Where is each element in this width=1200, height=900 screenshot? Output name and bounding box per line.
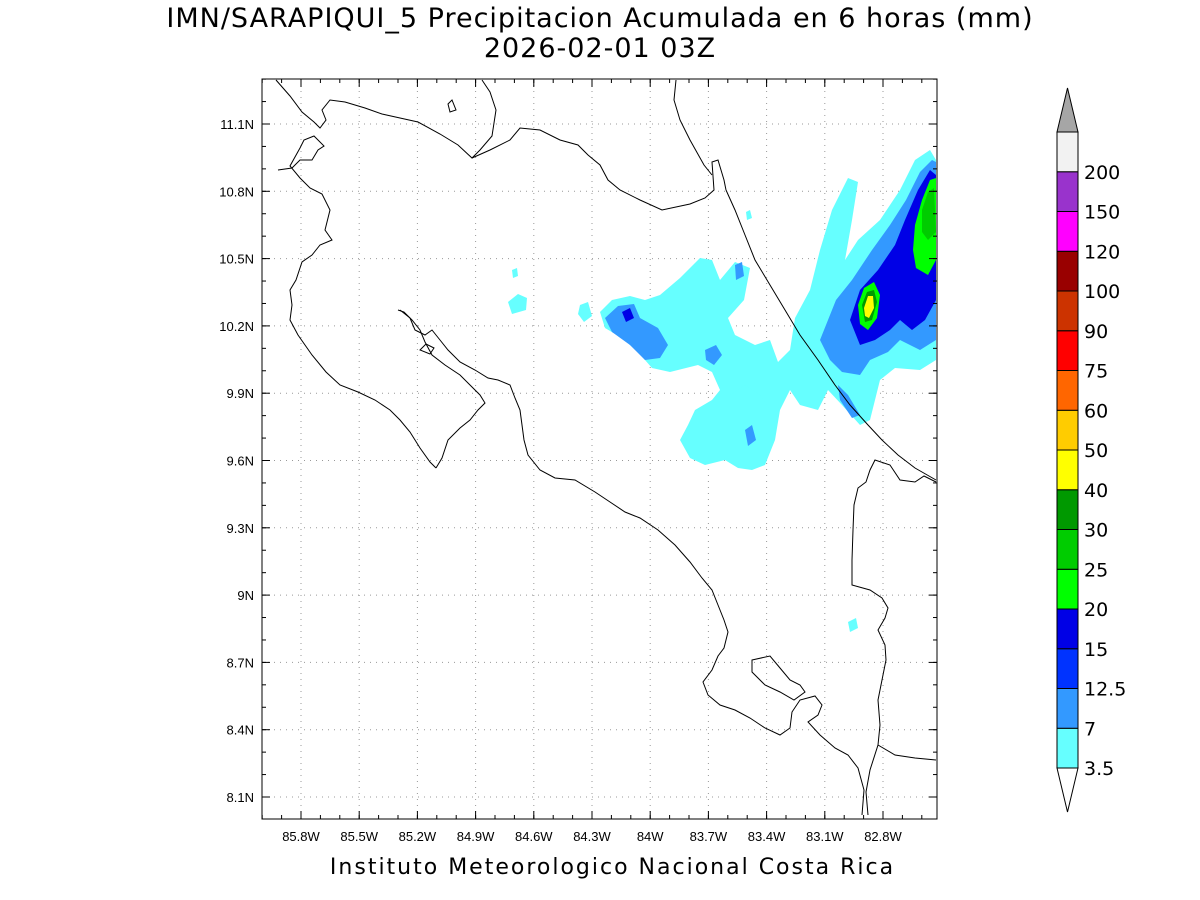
latitude-tick-label: 9.6N [227, 454, 254, 469]
longitude-tick-label: 85.8W [282, 829, 320, 844]
legend-level-label: 60 [1084, 400, 1108, 422]
caribbean-coast [725, 189, 937, 481]
latitude-tick-label: 11.1N [220, 117, 254, 132]
legend-level-label: 150 [1084, 202, 1120, 224]
precip-blue-mid [705, 345, 722, 365]
legend-color-swatch [1056, 211, 1079, 252]
longitude-tick-label: 85.2W [399, 829, 437, 844]
precip-cyan-isolated-1 [508, 294, 527, 314]
legend-color-swatch [1056, 290, 1079, 332]
legend-color-swatch [1056, 608, 1079, 650]
pacific-coast-guanacaste [277, 135, 437, 469]
graticule-grid [262, 79, 937, 819]
latitude-tick-label: 8.4N [227, 723, 254, 738]
latitude-tick-label: 10.8N [219, 184, 254, 199]
legend-color-swatch [1056, 370, 1079, 411]
precip-darkblue-small [622, 308, 634, 322]
legend-color-swatch [1056, 131, 1079, 173]
precip-cyan-south [730, 385, 770, 445]
precip-blue-small-2 [745, 425, 756, 446]
precip-cyan-isolated-5 [746, 210, 752, 220]
latitude-tick-label: 9.9N [227, 386, 254, 401]
precip-darkgreen-north [922, 188, 936, 240]
precip-yellow-core [864, 296, 874, 318]
longitude-tick-label: 83.1W [806, 829, 844, 844]
coastlines-borders [275, 79, 937, 816]
legend-level-label: 15 [1084, 639, 1108, 661]
legend-level-label: 20 [1084, 599, 1108, 621]
latitude-tick-label: 10.5N [219, 252, 254, 267]
legend-under-arrow [1056, 767, 1079, 813]
map-title: IMN/SARAPIQUI_5 Precipitacion Acumulada … [166, 3, 1034, 34]
legend-color-swatch [1056, 330, 1079, 371]
latitude-tick-label: 8.1N [227, 790, 254, 805]
pacific-coast-central [399, 309, 865, 816]
nicaragua-east-coast [673, 79, 713, 176]
longitude-tick-label: 82.8W [864, 829, 902, 844]
legend-level-label: 7 [1084, 718, 1096, 740]
map-subtitle: 2026-02-01 03Z [483, 33, 717, 64]
legend-level-label: 3.5 [1084, 758, 1114, 780]
longitude-tick-label: 84.3W [573, 829, 611, 844]
latitude-tick-label: 10.2N [219, 319, 254, 334]
latitude-tick-labels: 11.1N 10.8N 10.5N 10.2N 9.9N 9.6N 9.3N 9N 8.7N 8.… [219, 117, 254, 805]
legend-color-swatch [1056, 171, 1079, 212]
legend-over-arrow [1056, 87, 1079, 133]
precip-cyan-isolated-4 [848, 618, 858, 632]
island-lake [447, 99, 457, 113]
legend-level-label: 90 [1084, 321, 1108, 343]
latitude-tick-label: 9N [237, 588, 254, 603]
legend-level-label: 120 [1084, 241, 1120, 263]
legend-level-label: 100 [1084, 281, 1120, 303]
legend-color-swatch [1056, 688, 1079, 729]
precip-cyan-isolated-3 [578, 302, 592, 322]
precip-cyan-main [600, 150, 936, 470]
longitude-tick-label: 84W [637, 829, 664, 844]
legend-level-label: 12.5 [1084, 679, 1126, 701]
precip-blue-west [605, 304, 668, 360]
legend-level-label: 75 [1084, 361, 1108, 383]
latitude-tick-label: 8.7N [227, 655, 254, 670]
color-legend: 3.5 7 12.5 15 20 25 30 40 50 60 75 90 100 120 150 200 [1056, 87, 1126, 813]
legend-level-label: 30 [1084, 520, 1108, 542]
nicoya-gulf-island [419, 343, 435, 355]
legend-color-swatch [1056, 529, 1079, 570]
panama-border [851, 459, 937, 816]
legend-level-label: 50 [1084, 440, 1108, 462]
panama-pacific-coast [877, 744, 937, 761]
legend-level-label: 200 [1084, 162, 1120, 184]
precip-blue-small-1 [735, 262, 744, 280]
legend-level-label: 40 [1084, 480, 1108, 502]
longitude-tick-label: 83.7W [690, 829, 728, 844]
footer-credit: Instituto Meteorologico Nacional Costa R… [329, 855, 896, 880]
precip-cyan-isolated-2 [512, 268, 518, 278]
legend-color-swatch [1056, 449, 1079, 491]
precipitation-field [508, 150, 936, 632]
legend-color-swatch [1056, 568, 1079, 610]
legend-color-swatch [1056, 250, 1079, 292]
longitude-tick-label: 83.4W [748, 829, 786, 844]
legend-color-swatch [1056, 409, 1079, 451]
legend-color-swatch [1056, 489, 1079, 530]
longitude-tick-label: 84.9W [457, 829, 495, 844]
osa-peninsula [751, 655, 806, 701]
legend-color-swatch [1056, 727, 1079, 769]
tick-marks [261, 78, 937, 819]
legend-level-label: 25 [1084, 559, 1108, 581]
longitude-tick-label: 85.5W [340, 829, 378, 844]
border-nicaragua-costarica [471, 127, 727, 211]
lake-nicaragua-shore [275, 79, 497, 159]
map-frame [261, 78, 938, 820]
longitude-tick-label: 84.6W [515, 829, 553, 844]
legend-color-swatch [1056, 648, 1079, 689]
pacific-coast-nicoya [397, 309, 486, 469]
latitude-tick-label: 9.3N [227, 521, 254, 536]
longitude-tick-labels: 85.8W 85.5W 85.2W 84.9W 84.6W 84.3W 84W 83.7W 83… [282, 829, 902, 844]
